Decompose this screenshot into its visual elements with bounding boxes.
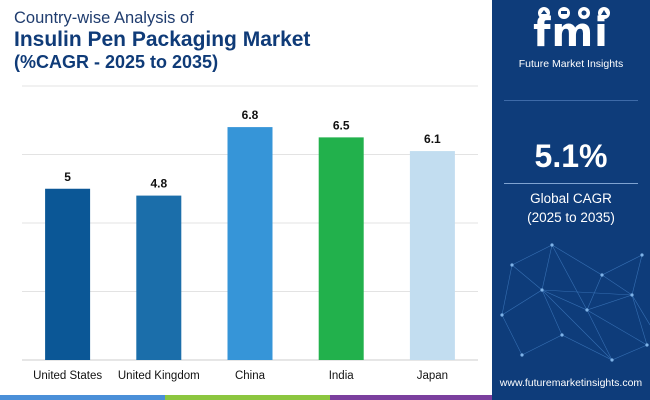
data-label: 6.8 <box>242 108 259 122</box>
bar-chart: 5 United States 4.8 United Kingdom 6.8 China 6… <box>22 85 478 382</box>
x-tick-label: United States <box>33 370 102 382</box>
logo-icons <box>538 7 610 19</box>
bottom-bar-segment-1 <box>0 395 165 400</box>
data-label: 5 <box>64 170 71 184</box>
data-label: 6.5 <box>333 118 350 132</box>
bar-china <box>227 127 273 360</box>
chart-title-block: Country-wise Analysis of Insulin Pen Pac… <box>14 8 310 73</box>
cagr-divider <box>504 183 638 184</box>
panel-divider <box>504 100 638 101</box>
chart-title-line2: Insulin Pen Packaging Market <box>14 28 311 51</box>
website-link[interactable]: www.futuremarketinsights.com <box>499 377 643 389</box>
global-cagr-value: 5.1% <box>534 138 608 174</box>
cagr-label-line1: Global CAGR <box>530 191 612 206</box>
brand-logo: fmi Future Market Insights <box>492 0 650 80</box>
bar-united-states <box>45 188 91 360</box>
global-cagr-label: Global CAGR (2025 to 2035) <box>492 189 650 227</box>
data-label: 6.1 <box>424 132 441 146</box>
x-tick-label: India <box>329 370 355 382</box>
x-tick-label: United Kingdom <box>118 370 200 382</box>
logo-subtitle: Future Market Insights <box>518 58 624 70</box>
bottom-color-bar <box>0 395 492 400</box>
x-tick-label: China <box>235 370 266 382</box>
bottom-bar-segment-2 <box>165 395 330 400</box>
cagr-label-line2: (2025 to 2035) <box>527 210 615 225</box>
bar-japan <box>409 151 455 360</box>
logo-text: fmi <box>533 10 609 56</box>
summary-panel: fmi Future Market Insights 5.1% Global C… <box>492 0 650 400</box>
network-graphic <box>500 243 650 362</box>
bottom-bar-segment-4 <box>330 395 492 400</box>
chart-subtitle: (%CAGR - 2025 to 2035) <box>14 52 219 72</box>
bar-united-kingdom <box>136 195 182 360</box>
data-label: 4.8 <box>150 177 167 191</box>
bar-india <box>318 137 364 360</box>
x-tick-label: Japan <box>417 370 448 382</box>
chart-title-line1: Country-wise Analysis of <box>14 9 194 27</box>
